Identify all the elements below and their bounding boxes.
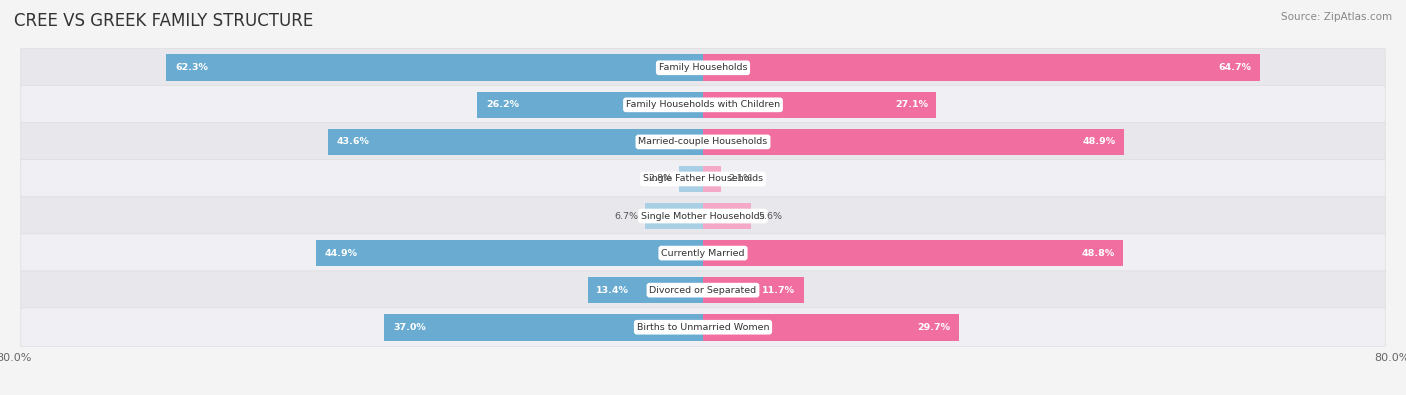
Bar bbox=[703, 277, 804, 303]
Text: 37.0%: 37.0% bbox=[392, 323, 426, 332]
Text: 6.7%: 6.7% bbox=[614, 212, 638, 220]
Text: 62.3%: 62.3% bbox=[176, 63, 208, 72]
Text: 44.9%: 44.9% bbox=[325, 248, 359, 258]
Text: 27.1%: 27.1% bbox=[894, 100, 928, 109]
Text: Births to Unmarried Women: Births to Unmarried Women bbox=[637, 323, 769, 332]
Bar bbox=[478, 92, 703, 118]
Text: 43.6%: 43.6% bbox=[336, 137, 368, 147]
FancyBboxPatch shape bbox=[21, 49, 1385, 87]
FancyBboxPatch shape bbox=[21, 86, 1385, 124]
Text: Family Households with Children: Family Households with Children bbox=[626, 100, 780, 109]
Text: Currently Married: Currently Married bbox=[661, 248, 745, 258]
Text: CREE VS GREEK FAMILY STRUCTURE: CREE VS GREEK FAMILY STRUCTURE bbox=[14, 12, 314, 30]
Bar bbox=[703, 92, 936, 118]
Bar bbox=[588, 277, 703, 303]
FancyBboxPatch shape bbox=[21, 197, 1385, 235]
Text: 29.7%: 29.7% bbox=[917, 323, 950, 332]
FancyBboxPatch shape bbox=[21, 122, 1385, 161]
Bar bbox=[166, 55, 703, 81]
Text: 2.1%: 2.1% bbox=[728, 175, 752, 183]
Text: Source: ZipAtlas.com: Source: ZipAtlas.com bbox=[1281, 12, 1392, 22]
Bar bbox=[679, 166, 703, 192]
Bar bbox=[703, 314, 959, 340]
Bar bbox=[703, 240, 1123, 267]
Text: Single Father Households: Single Father Households bbox=[643, 175, 763, 183]
Bar bbox=[645, 203, 703, 229]
Text: 13.4%: 13.4% bbox=[596, 286, 628, 295]
Bar bbox=[316, 240, 703, 267]
Bar bbox=[703, 128, 1125, 155]
Text: Family Households: Family Households bbox=[659, 63, 747, 72]
FancyBboxPatch shape bbox=[21, 234, 1385, 273]
Bar bbox=[328, 128, 703, 155]
Bar bbox=[703, 166, 721, 192]
Bar bbox=[703, 203, 751, 229]
Text: 64.7%: 64.7% bbox=[1219, 63, 1251, 72]
FancyBboxPatch shape bbox=[21, 308, 1385, 346]
Text: 48.8%: 48.8% bbox=[1081, 248, 1115, 258]
Text: Married-couple Households: Married-couple Households bbox=[638, 137, 768, 147]
Text: 5.6%: 5.6% bbox=[758, 212, 782, 220]
FancyBboxPatch shape bbox=[21, 160, 1385, 198]
Text: 26.2%: 26.2% bbox=[486, 100, 519, 109]
Text: Single Mother Households: Single Mother Households bbox=[641, 212, 765, 220]
Bar bbox=[384, 314, 703, 340]
FancyBboxPatch shape bbox=[21, 271, 1385, 309]
Text: 11.7%: 11.7% bbox=[762, 286, 796, 295]
Text: Divorced or Separated: Divorced or Separated bbox=[650, 286, 756, 295]
Text: 2.8%: 2.8% bbox=[648, 175, 672, 183]
Text: 48.9%: 48.9% bbox=[1083, 137, 1115, 147]
Bar bbox=[703, 55, 1260, 81]
